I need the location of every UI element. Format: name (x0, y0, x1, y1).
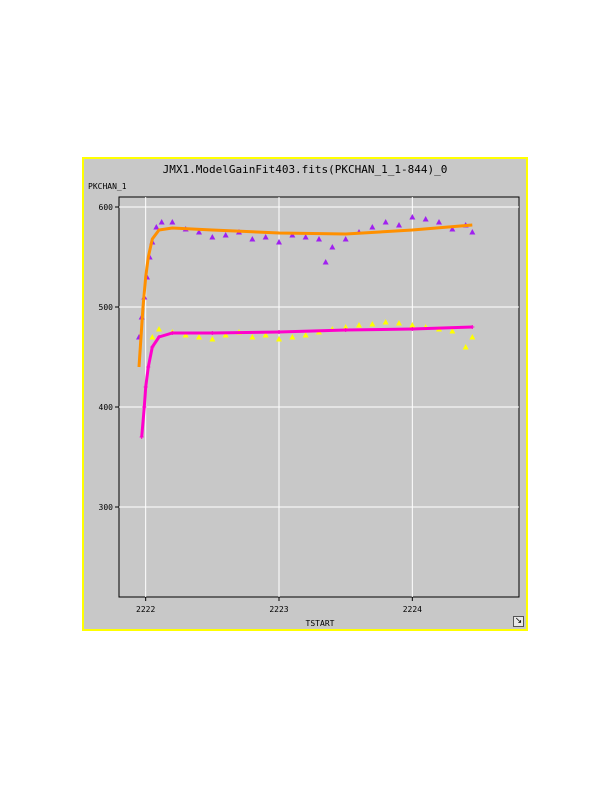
chart-title: JMX1.ModelGainFit403.fits(PKCHAN_1_1-844… (163, 163, 448, 176)
data-point (369, 321, 376, 327)
data-point (396, 222, 402, 228)
data-point (316, 236, 322, 242)
data-point (139, 435, 144, 439)
series-3 (139, 325, 475, 439)
data-point (277, 330, 281, 334)
grid (119, 197, 519, 597)
data-point (396, 320, 402, 326)
data-point (209, 234, 216, 240)
axis-ticks: 2222 2223 2224 300 400 500 600 (99, 203, 423, 614)
y-tick-label: 500 (99, 303, 114, 312)
resize-handle-icon[interactable]: ↘ (513, 616, 524, 627)
data-point (329, 244, 336, 250)
data-point (262, 332, 269, 338)
x-tick-label: 2224 (403, 605, 422, 614)
data-point (436, 219, 442, 225)
data-point (142, 405, 147, 409)
data-point (209, 336, 216, 342)
data-point (422, 216, 429, 222)
plot-area (118, 196, 520, 598)
x-axis-label: TSTART (306, 619, 335, 628)
data-point (343, 328, 348, 332)
data-point (196, 229, 202, 235)
series-1 (137, 223, 473, 368)
data-point (462, 344, 469, 350)
data-point (369, 224, 376, 230)
chart-svg: JMX1.ModelGainFit403.fits(PKCHAN_1_1-844… (88, 163, 520, 628)
y-tick-label: 300 (99, 503, 114, 512)
data-point (382, 219, 389, 225)
data-point (342, 324, 349, 330)
data-point (382, 319, 389, 325)
chart-window: JMX1.ModelGainFit403.fits(PKCHAN_1_1-844… (82, 157, 528, 631)
data-point (170, 331, 175, 335)
data-point (289, 334, 296, 340)
data-point (449, 328, 456, 334)
data-point (182, 332, 189, 338)
data-point (249, 334, 256, 340)
data-point (249, 236, 256, 242)
data-point (196, 334, 202, 340)
data-point (169, 219, 176, 225)
data-point (153, 224, 160, 230)
data-point (342, 236, 349, 242)
x-tick-label: 2222 (136, 605, 155, 614)
data-point (356, 322, 362, 328)
data-point (222, 232, 229, 238)
data-point (143, 385, 148, 389)
series-layer (136, 214, 476, 439)
data-point (157, 335, 161, 339)
data-point (449, 226, 456, 232)
x-tick-label: 2223 (269, 605, 288, 614)
data-point (409, 322, 416, 328)
data-point (469, 334, 476, 340)
data-point (276, 336, 282, 342)
fit-line (137, 223, 473, 368)
data-point (156, 326, 162, 332)
y-tick-label: 600 (99, 203, 114, 212)
data-point (146, 365, 151, 369)
data-point (158, 219, 165, 225)
data-point (302, 234, 309, 240)
data-point (409, 214, 416, 220)
y-tick-label: 400 (99, 403, 114, 412)
data-point (410, 327, 415, 331)
data-point (469, 229, 476, 235)
data-point (149, 334, 156, 340)
fit-line (140, 325, 473, 438)
data-point (322, 259, 329, 265)
data-point (150, 345, 155, 349)
data-point (276, 239, 282, 245)
data-point (262, 234, 269, 240)
y-axis-label: PKCHAN_1 (88, 182, 127, 191)
data-point (289, 232, 296, 238)
data-point (210, 331, 215, 335)
data-point (222, 332, 229, 338)
data-point (302, 332, 309, 338)
data-point (470, 325, 475, 329)
